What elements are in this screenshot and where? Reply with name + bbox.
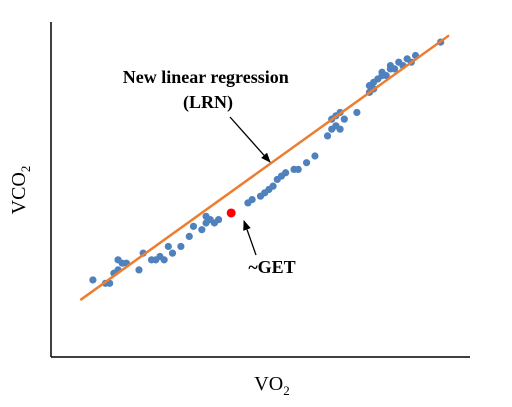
scatter-point-57 <box>390 65 399 73</box>
scatter-point-36 <box>302 159 311 167</box>
regression-line <box>79 34 450 302</box>
regression-line-layer <box>79 34 450 302</box>
scatter-point-54 <box>382 72 390 80</box>
scatter-point-24 <box>215 216 223 224</box>
scatter-point-15 <box>168 249 177 257</box>
scatter-point-38 <box>323 132 332 140</box>
scatter-point-16 <box>177 242 185 251</box>
scatter-point-37 <box>311 152 319 160</box>
scatter-point-13 <box>160 256 168 264</box>
scatter-point-30 <box>269 182 277 190</box>
scatter-point-19 <box>198 226 206 234</box>
highlight-annotation: ~GET <box>248 257 295 277</box>
highlight-point <box>226 208 236 218</box>
scatter-point-0 <box>89 276 97 284</box>
scatter-points <box>89 38 445 287</box>
highlight-layer <box>226 208 236 218</box>
regression-annotation: New linear regression (LRN) <box>123 67 293 113</box>
regression-annotation-arrow <box>229 116 271 163</box>
scatter-point-8 <box>135 266 143 274</box>
regression-annotation-line-2: (LRN) <box>183 92 233 113</box>
scatter-point-43 <box>336 125 344 133</box>
x-axis-title: VO2 <box>254 373 289 398</box>
scatter-point-45 <box>340 115 348 123</box>
scatter-point-46 <box>353 108 361 117</box>
scatter-point-14 <box>164 242 172 251</box>
regression-annotation-line-1: New linear regression <box>123 67 289 87</box>
highlight-annotation-arrow <box>243 220 257 256</box>
scatter-point-35 <box>294 165 302 173</box>
y-axis-title: VCO2 <box>8 166 33 215</box>
scatter-point-33 <box>282 169 290 177</box>
scatter-point-18 <box>189 222 198 230</box>
scatter-point-17 <box>185 232 193 240</box>
scatter-point-26 <box>248 195 256 204</box>
